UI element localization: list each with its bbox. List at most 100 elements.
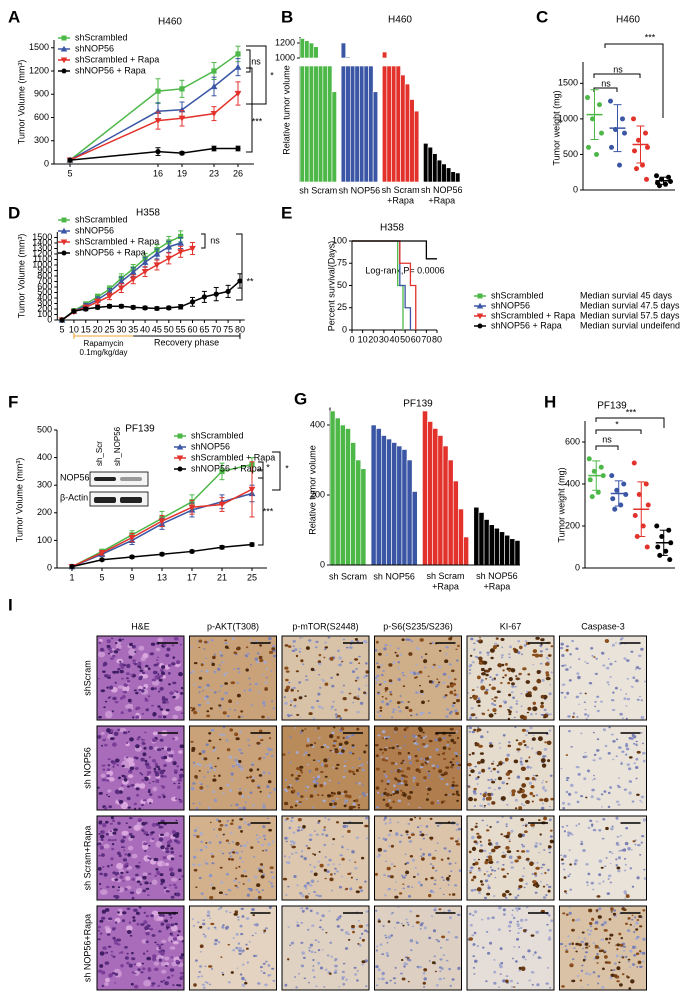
cell-nucleus [342,684,345,687]
cell-nucleus [136,737,140,741]
cell-nucleus [532,701,536,705]
x-tick-label: 60 [188,324,198,334]
cell-nucleus [501,892,507,898]
cell-nucleus [573,862,577,866]
group-label: sh Scram +Rapa [427,571,465,591]
cell-nucleus [218,941,221,944]
cell-nucleus [118,638,122,642]
micrograph [189,815,277,901]
cell-nucleus [396,745,399,748]
cell-nucleus [102,866,105,868]
cell-nucleus [354,799,359,803]
cell-nucleus [114,982,117,984]
bar [304,65,310,183]
cell-nucleus [640,732,643,734]
cell-nucleus [474,825,478,829]
cell-nucleus [525,680,530,684]
cell-nucleus [469,869,473,873]
cell-nucleus [234,877,238,880]
cell-nucleus [358,688,361,691]
cell-nucleus [585,946,589,949]
cell-nucleus [639,951,642,954]
cell-nucleus [113,650,119,654]
cell-nucleus [624,841,629,846]
cell-nucleus [219,850,221,853]
cell-nucleus [257,895,262,900]
cell-nucleus [170,895,175,899]
cell-nucleus [601,806,603,808]
legend-marker [60,45,68,52]
cell-nucleus [152,781,155,783]
cell-nucleus [527,694,532,698]
cell-nucleus [270,748,273,751]
cell-nucleus [222,711,227,715]
cell-nucleus [100,838,104,841]
marker [59,317,65,323]
cell-nucleus [144,667,149,671]
cell-nucleus [334,709,337,711]
cell-nucleus [492,895,496,897]
cell-nucleus [501,854,506,859]
cell-nucleus [520,803,524,805]
cell-nucleus [469,767,472,769]
group-label: sh Scram [299,185,337,195]
cell-nucleus [297,774,301,778]
cell-nucleus [144,881,149,885]
cell-nucleus [193,710,198,715]
cell-nucleus [575,765,580,769]
cell-nucleus [343,790,348,794]
cell-nucleus [388,845,391,848]
cell-nucleus [238,759,242,764]
cell-nucleus [230,822,234,825]
cell-nucleus [615,800,620,803]
cell-nucleus [508,710,512,714]
cell-nucleus [173,637,179,641]
cell-nucleus [536,678,542,684]
cell-nucleus [490,873,493,875]
cell-nucleus [407,795,412,800]
cell-nucleus [478,656,483,661]
cell-nucleus [430,915,434,918]
cell-nucleus [529,792,534,796]
cell-nucleus [476,887,482,892]
cell-nucleus [615,944,618,946]
cell-nucleus [159,738,164,742]
cell-nucleus [297,826,301,829]
cell-nucleus [147,976,151,980]
cell-nucleus [208,983,211,986]
cell-nucleus [596,820,598,823]
cell-nucleus [97,842,102,846]
cell-nucleus [284,666,289,670]
cell-nucleus [583,701,586,703]
cell-nucleus [267,974,270,977]
cell-nucleus [269,866,274,869]
cell-nucleus [540,866,543,869]
cell-nucleus [331,799,335,803]
cell-nucleus [387,875,391,878]
cell-nucleus [532,649,538,654]
cell-nucleus [454,709,458,713]
cell-nucleus [292,789,296,793]
cell-nucleus [471,752,475,755]
cell-nucleus [506,850,512,854]
cell-nucleus [376,855,381,858]
cell-nucleus [612,912,617,916]
cell-nucleus [232,851,236,854]
cell-nucleus [423,977,427,981]
cell-nucleus [544,741,547,744]
cell-nucleus [516,850,520,852]
cell-nucleus [438,665,442,669]
cell-nucleus [535,774,539,777]
cell-nucleus [179,971,184,975]
significance-bracket [595,417,665,428]
cell-nucleus [415,663,418,666]
cell-nucleus [239,973,243,976]
cell-nucleus [532,880,537,884]
cell-nucleus [243,689,246,692]
text-line: sh NOP56 [421,185,463,195]
cell-nucleus [341,660,344,663]
micrograph [559,635,647,721]
cell-nucleus [480,883,484,886]
cell-nucleus [230,831,233,834]
cell-nucleus [222,924,225,926]
